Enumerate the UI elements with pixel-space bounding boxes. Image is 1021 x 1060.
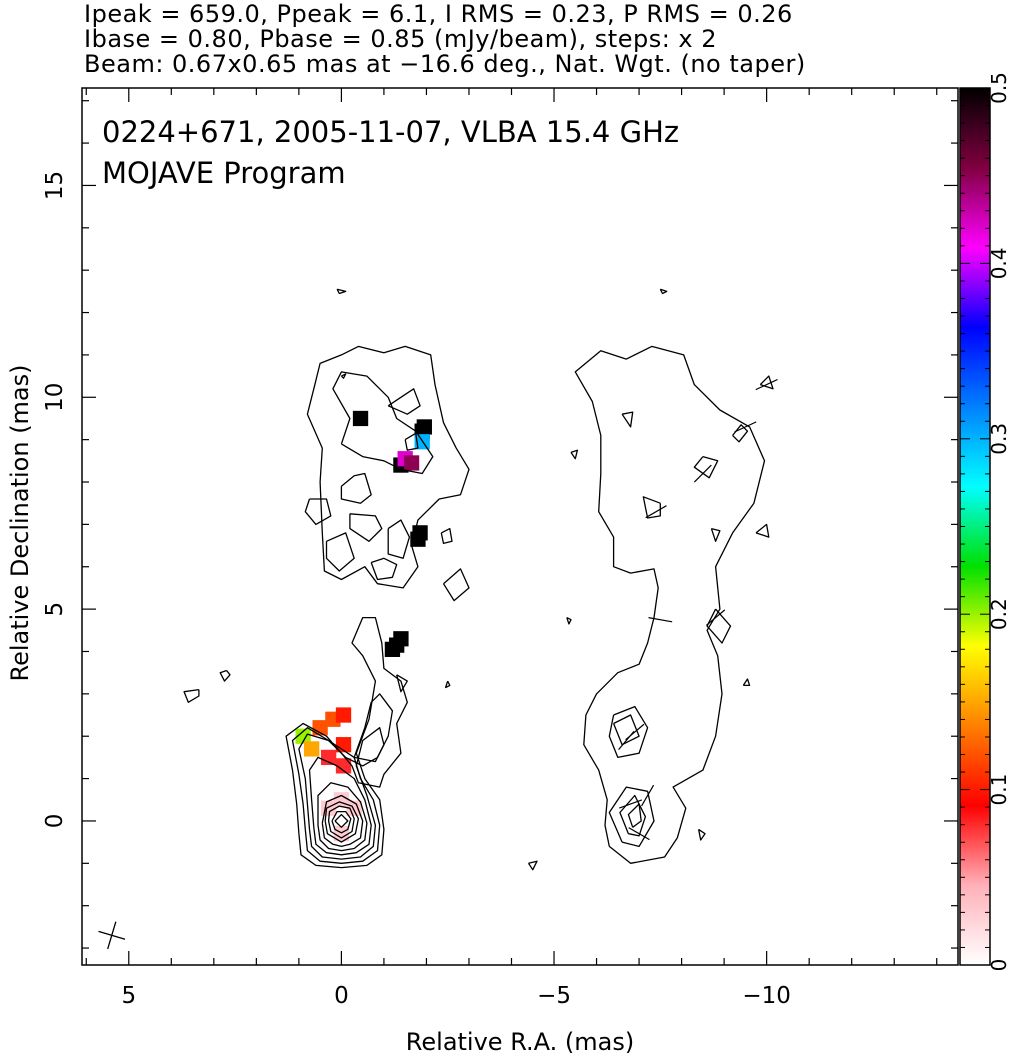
x-tick-label: 5 bbox=[121, 983, 136, 1009]
contour-line bbox=[527, 860, 538, 871]
header-line-2: Ibase = 0.80, Pbase = 0.85 (mJy/beam), s… bbox=[84, 25, 718, 53]
colorbar-tick-label: 0 bbox=[987, 959, 1011, 972]
contour-line bbox=[291, 693, 394, 864]
contour-line bbox=[308, 756, 372, 856]
plot-frame bbox=[81, 87, 959, 966]
polarization-pixel bbox=[335, 758, 352, 774]
polarization-pixel bbox=[312, 720, 328, 736]
contour-line bbox=[621, 411, 634, 428]
contour-line bbox=[608, 705, 649, 759]
header-line-3: Beam: 0.67x0.65 mas at −16.6 deg., Nat. … bbox=[84, 50, 806, 78]
evpa-vector-layer bbox=[618, 378, 778, 841]
colorbar-tick-label: 0.2 bbox=[987, 598, 1011, 630]
chart-subtitle: MOJAVE Program bbox=[102, 156, 346, 190]
beam-minor-axis bbox=[98, 930, 126, 940]
contour-line bbox=[340, 472, 372, 504]
contour-line bbox=[706, 608, 732, 644]
evpa-vector bbox=[706, 609, 726, 626]
y-tick-label: 15 bbox=[42, 171, 68, 200]
contour-line bbox=[444, 680, 451, 689]
chart-title: 0224+671, 2005-11-07, VLBA 15.4 GHz bbox=[102, 115, 679, 149]
contour-line bbox=[627, 803, 642, 828]
contour-line bbox=[642, 496, 661, 519]
polarization-pixel bbox=[303, 741, 320, 757]
x-tick-label: −5 bbox=[537, 983, 571, 1009]
contour-line bbox=[396, 674, 408, 693]
colorbar-tick-label: 0.3 bbox=[987, 423, 1011, 455]
contour-line bbox=[612, 714, 640, 746]
contour-line bbox=[370, 557, 398, 581]
x-axis-label: Relative R.A. (mas) bbox=[405, 1028, 635, 1056]
polarization-pixel bbox=[384, 641, 401, 657]
y-axis-label: Relative Declination (mas) bbox=[6, 364, 34, 682]
colorbar-tick-label: 0.1 bbox=[987, 774, 1011, 806]
contour-line bbox=[387, 519, 411, 559]
polarization-pixel bbox=[352, 410, 369, 427]
contour-line bbox=[336, 288, 347, 295]
contour-line bbox=[219, 669, 231, 682]
beam-marker bbox=[98, 921, 126, 950]
contour-line bbox=[304, 498, 332, 526]
contour-line bbox=[619, 794, 647, 837]
polarization-pixel bbox=[416, 419, 432, 435]
contour-line bbox=[317, 782, 368, 852]
evpa-vector bbox=[618, 730, 635, 751]
contour-line bbox=[732, 424, 749, 443]
contour-line bbox=[440, 527, 453, 545]
contour-line bbox=[742, 678, 751, 687]
contour-line bbox=[298, 727, 385, 860]
contour-line bbox=[306, 345, 470, 589]
axis-ticks: 5 0 −5 −10 0 5 10 15 bbox=[42, 88, 958, 1009]
contour-line bbox=[659, 288, 668, 295]
polarization-pixel bbox=[333, 792, 350, 808]
colorbar-tick-label: 0.4 bbox=[987, 247, 1011, 279]
y-tick-label: 10 bbox=[42, 383, 68, 412]
colorbar-tick-label: 0.5 bbox=[987, 72, 1011, 104]
contour-line bbox=[183, 688, 200, 703]
y-tick-label: 0 bbox=[42, 814, 68, 829]
polarization-pixel bbox=[335, 707, 352, 723]
contour-line bbox=[332, 371, 434, 475]
colorbar-ticks: 0 0.1 0.2 0.3 0.4 0.5 bbox=[960, 72, 1011, 971]
contour-line bbox=[697, 828, 706, 841]
evpa-vector bbox=[628, 827, 650, 841]
contour-line bbox=[325, 532, 355, 572]
contour-line bbox=[608, 786, 655, 848]
evpa-vector bbox=[648, 617, 673, 623]
evpa-vector bbox=[755, 378, 778, 391]
contour-line bbox=[574, 345, 766, 864]
contour-line bbox=[570, 449, 579, 460]
contour-line bbox=[566, 617, 572, 625]
contour-line bbox=[693, 455, 719, 479]
contour-layer bbox=[183, 288, 774, 871]
x-tick-label: 0 bbox=[334, 983, 349, 1009]
polarization-pixel bbox=[295, 728, 311, 744]
contour-line bbox=[710, 527, 721, 542]
y-tick-label: 5 bbox=[42, 602, 68, 617]
contour-line bbox=[349, 513, 383, 542]
polarization-pixel bbox=[403, 455, 420, 471]
contour-line bbox=[321, 794, 364, 848]
x-tick-label: −10 bbox=[742, 983, 791, 1009]
contour-line bbox=[331, 810, 352, 834]
evpa-vector bbox=[693, 464, 712, 483]
evpa-vector bbox=[619, 799, 643, 809]
polarization-pixel bbox=[346, 800, 362, 816]
contour-line bbox=[387, 388, 421, 415]
contour-line bbox=[755, 523, 770, 538]
contour-line bbox=[442, 568, 470, 602]
evpa-vector bbox=[734, 421, 757, 433]
contour-line bbox=[334, 813, 349, 828]
evpa-vector bbox=[645, 505, 667, 519]
evpa-vector bbox=[641, 784, 655, 807]
contour-line bbox=[404, 432, 419, 451]
polarization-pixel bbox=[333, 826, 350, 842]
polarization-pixel bbox=[320, 749, 337, 766]
header-line-1: Ipeak = 659.0, Ppeak = 6.1, I RMS = 0.23… bbox=[84, 0, 793, 28]
contour-line bbox=[340, 373, 347, 379]
contour-line bbox=[327, 805, 355, 839]
contour-line bbox=[324, 801, 360, 843]
